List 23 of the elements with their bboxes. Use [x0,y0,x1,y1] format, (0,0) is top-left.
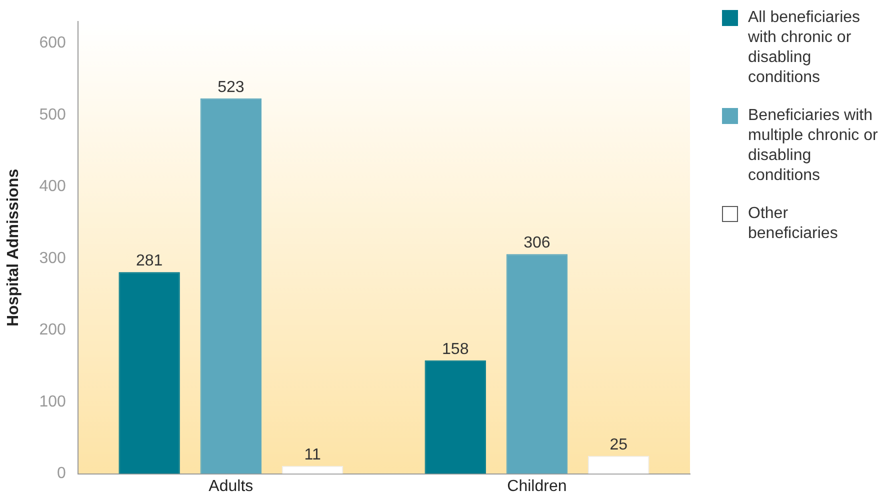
y-axis-title: Hospital Admissions [5,168,22,327]
data-label: 158 [442,340,469,358]
bar [200,98,262,474]
y-tick-label: 500 [39,106,66,124]
legend-label: All beneficiaries with chronic or disabling conditions [748,8,862,88]
y-tick-label: 200 [39,322,66,339]
data-label: 25 [610,436,628,454]
x-tick-label: Adults [208,478,254,495]
y-tick-label: 600 [39,34,66,52]
data-label: 281 [136,252,163,270]
bar [118,272,180,474]
legend-label: Beneficiaries with multiple chronic or disabling conditions [748,106,879,186]
data-label: 306 [524,234,550,252]
y-tick-label: 400 [39,178,66,196]
data-label: 11 [304,446,321,464]
data-label: 523 [218,78,244,96]
y-tick-label: 300 [39,250,66,267]
y-tick-label: 100 [39,393,66,410]
x-tick-label: Children [507,478,567,495]
y-tick-label: 0 [56,465,66,482]
legend-label: Other beneficiaries [748,204,839,244]
bar [506,254,568,474]
bar [424,360,486,474]
